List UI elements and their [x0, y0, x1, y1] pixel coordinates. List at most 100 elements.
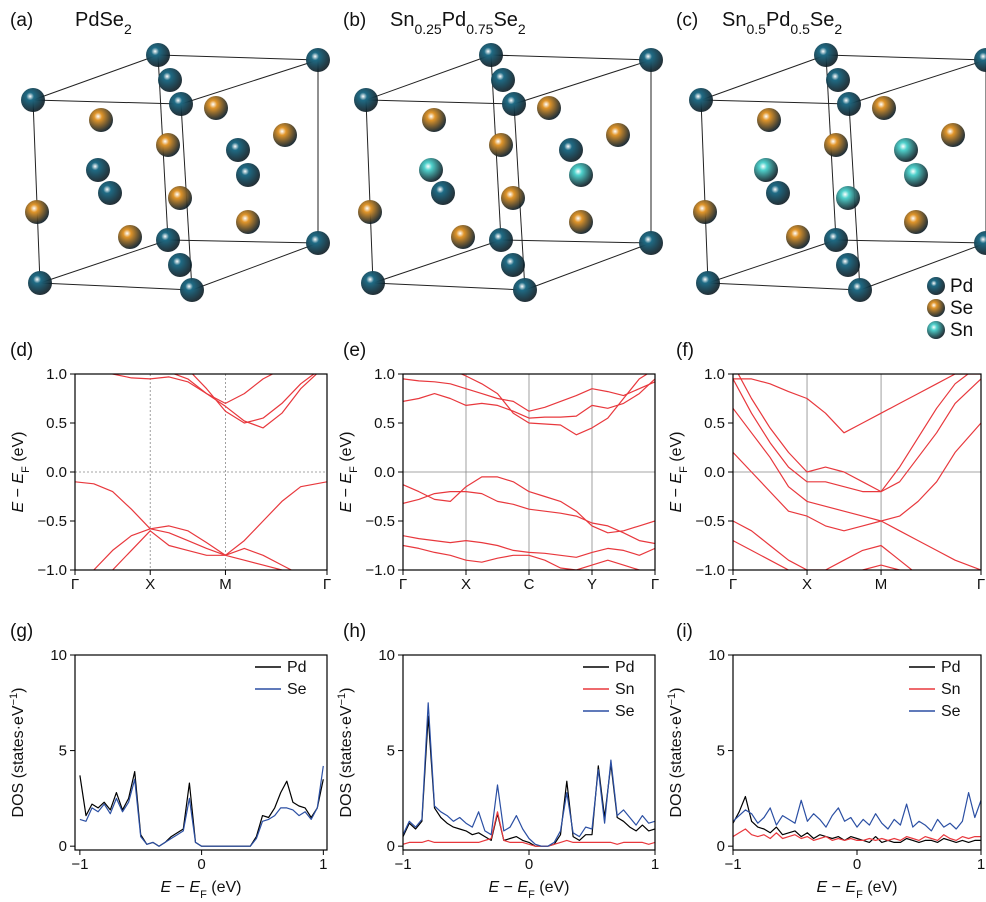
structure-title: PdSe2 — [75, 9, 132, 37]
legend-label: Pd — [287, 659, 307, 676]
cell-edge — [490, 54, 652, 61]
atom — [156, 133, 180, 157]
panel-label: (e) — [343, 340, 366, 361]
text-part: (eV) — [10, 432, 27, 467]
text-part: 2 — [124, 21, 132, 37]
series-line — [111, 530, 293, 570]
series-line — [403, 715, 655, 847]
text-part: (eV) — [535, 879, 570, 896]
text-part: DOS (states·eV — [668, 705, 685, 817]
atom — [273, 123, 297, 147]
panel-label: (b) — [343, 10, 366, 31]
y-tick-label: 0.5 — [374, 415, 395, 432]
y-tick-label: −0.5 — [365, 513, 395, 530]
text-part: Se — [810, 9, 834, 31]
text-part: (eV) — [863, 879, 898, 896]
text-part: Sn — [722, 9, 746, 31]
cell-edge — [365, 54, 492, 101]
atom — [824, 228, 848, 252]
series-line — [403, 702, 655, 847]
atom — [358, 200, 382, 224]
atom — [894, 138, 918, 162]
cell-edge — [513, 59, 652, 105]
text-part: −1 — [666, 693, 678, 706]
cell-edge — [32, 54, 159, 101]
y-tick-label: 0.5 — [704, 415, 725, 432]
y-tick-label: 1.0 — [46, 366, 67, 383]
series-line — [403, 811, 655, 847]
atom — [236, 210, 260, 234]
text-part: 0.75 — [466, 21, 493, 37]
text-part: Pd — [442, 9, 466, 31]
atom — [431, 181, 455, 205]
y-axis-label: E − EF (eV) — [10, 432, 32, 513]
cell-edge — [39, 239, 169, 284]
x-tick-label: X — [461, 576, 471, 593]
y-tick-label: 5 — [717, 743, 725, 760]
panel-label: (c) — [676, 10, 698, 31]
series-line — [733, 828, 981, 841]
series-line — [111, 374, 318, 429]
plot-frame — [74, 654, 328, 851]
y-tick-label: 10 — [378, 647, 395, 664]
cell-edge — [707, 282, 861, 291]
atom — [168, 186, 192, 210]
series-line — [733, 378, 981, 493]
atom — [306, 48, 330, 72]
atom — [696, 271, 720, 295]
text-part: F — [348, 466, 360, 473]
structure-title: Sn0.25Pd0.75Se2 — [390, 9, 526, 37]
atom — [754, 158, 778, 182]
atom — [606, 123, 630, 147]
text-part: E — [517, 879, 528, 896]
x-tick-label: −1 — [724, 856, 741, 873]
text-part: 0.25 — [414, 21, 441, 37]
x-tick-label: Y — [587, 576, 597, 593]
text-part: − — [499, 879, 517, 896]
text-part: E — [10, 501, 27, 512]
plot-frame — [732, 654, 982, 851]
legend-label: Pd — [941, 659, 961, 676]
text-part: 2 — [518, 21, 526, 37]
cell-edge — [32, 99, 182, 105]
series-line — [92, 525, 285, 570]
atom — [146, 43, 170, 67]
y-tick-label: 0.0 — [704, 464, 725, 481]
text-part: F — [20, 466, 32, 473]
text-part: F — [528, 889, 535, 901]
atom — [180, 278, 204, 302]
x-tick-label: −1 — [394, 856, 411, 873]
atom — [904, 210, 928, 234]
atom — [569, 210, 593, 234]
legend-atom — [927, 299, 945, 317]
y-tick-label: −1.0 — [37, 562, 67, 579]
cell-edge — [167, 239, 319, 244]
atom — [354, 88, 378, 112]
atom — [569, 163, 593, 187]
y-tick-label: 1.0 — [374, 366, 395, 383]
cell-edge — [157, 54, 319, 61]
atom — [168, 253, 192, 277]
cell-edge — [835, 239, 986, 244]
atom — [86, 158, 110, 182]
text-part: E — [845, 879, 856, 896]
atom — [491, 68, 515, 92]
atom — [25, 200, 49, 224]
legend-atom — [927, 321, 945, 339]
series-line — [733, 374, 981, 434]
series-line — [737, 374, 970, 493]
panel-label: (h) — [343, 621, 366, 642]
text-part: E — [668, 473, 685, 484]
text-part: ) — [10, 688, 27, 693]
text-part: E — [668, 501, 685, 512]
atom — [757, 108, 781, 132]
atom — [639, 48, 663, 72]
cell-edge — [191, 242, 319, 291]
plot-frame — [732, 373, 982, 571]
text-part: DOS (states·eV — [338, 705, 355, 817]
y-tick-label: 1.0 — [704, 366, 725, 383]
atom — [837, 92, 861, 116]
series-line — [147, 374, 274, 404]
x-tick-label: Γ — [977, 576, 985, 593]
